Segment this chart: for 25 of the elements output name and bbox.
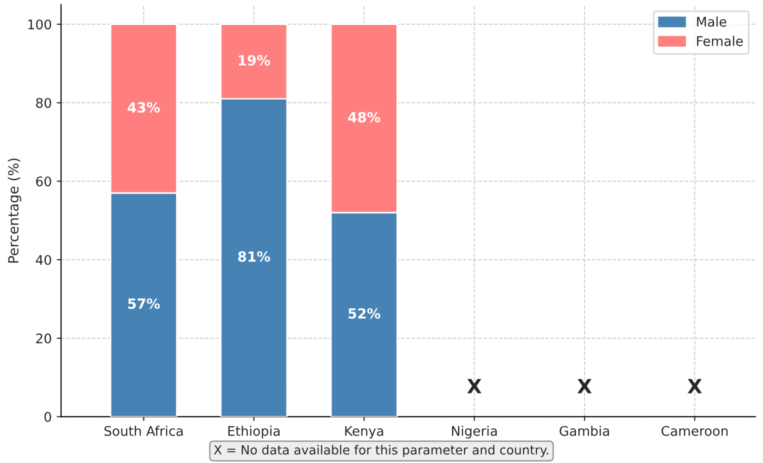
annotation: X [577, 379, 592, 394]
y-tick-label: 0 [44, 412, 52, 422]
y-tick-label: 40 [36, 254, 52, 265]
text: X = No data available for this parameter and country. [214, 444, 548, 458]
data-label: 48% [348, 112, 380, 122]
data-label: 52% [348, 308, 380, 319]
data-label: 19% [238, 55, 270, 66]
x-tick-label: Kenya [345, 426, 384, 438]
legend-label: Female [697, 36, 743, 46]
y-tick-label: 20 [36, 333, 52, 344]
data-label: 57% [128, 298, 160, 309]
x-tick-label: Gambia [560, 426, 609, 436]
y-axis-title: Percentage (%) [8, 158, 22, 263]
data-label: 43% [128, 102, 160, 113]
annotation: X [688, 379, 702, 394]
legend-label: Male [697, 16, 726, 27]
x-tick-label: Ethiopia [228, 426, 280, 438]
y-tick-label: 80 [36, 98, 52, 108]
data-label: 81% [238, 251, 270, 262]
annotation: X [467, 379, 482, 394]
x-tick-label: Cameroon [662, 426, 728, 436]
x-tick-label: Nigeria [452, 426, 497, 438]
y-tick-label: 100 [28, 19, 52, 30]
y-tick-label: 60 [36, 176, 52, 186]
x-tick-label: South Africa [104, 426, 183, 436]
